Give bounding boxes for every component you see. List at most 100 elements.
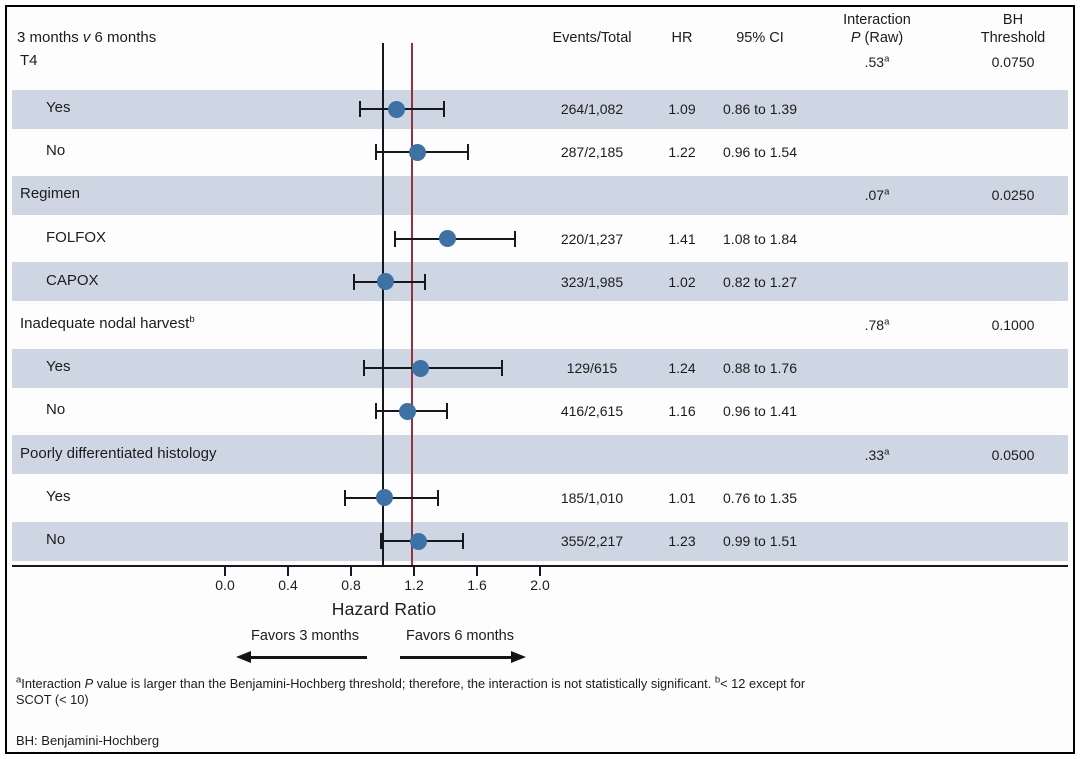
title-versus: v bbox=[82, 29, 91, 46]
text-span: .33 bbox=[864, 446, 885, 463]
events-total-value: 129/615 bbox=[567, 360, 618, 376]
hr-value: 1.16 bbox=[668, 403, 695, 419]
favors-left-arrow-head bbox=[236, 651, 251, 663]
text-span: 1.08 to 1.84 bbox=[723, 230, 797, 247]
text-span: 1.6 bbox=[467, 577, 487, 593]
events-total-value: 264/1,082 bbox=[561, 101, 623, 117]
interaction-p-value: .78a bbox=[865, 317, 890, 333]
row-band bbox=[12, 262, 1068, 302]
ci-cap-left bbox=[379, 533, 382, 549]
text-span: .07 bbox=[864, 187, 885, 204]
events-total-value: 355/2,217 bbox=[561, 533, 623, 549]
x-axis-tick bbox=[287, 567, 289, 576]
favors-left-arrow-line bbox=[248, 656, 367, 659]
reference-line-hr1 bbox=[381, 43, 384, 565]
x-axis-tick bbox=[413, 567, 415, 576]
text-span: 0.8 bbox=[341, 577, 361, 593]
title-post: 6 months bbox=[94, 29, 157, 46]
text-span: No bbox=[46, 531, 66, 548]
ci-cap-right bbox=[436, 489, 439, 506]
x-axis-tick bbox=[539, 567, 541, 576]
footnote-text-3: < 12 except for SCOT (< 10) bbox=[16, 676, 806, 708]
text-span: Regimen bbox=[20, 185, 81, 203]
column-header-bh-line2: Threshold bbox=[980, 30, 1046, 46]
text-span: a bbox=[884, 186, 890, 198]
text-span: 1.16 bbox=[668, 403, 696, 420]
footnote-sup-a: a bbox=[16, 674, 22, 686]
row-item-label: No bbox=[46, 142, 65, 159]
ci-cap-right bbox=[501, 360, 504, 377]
hr-value: 1.09 bbox=[668, 101, 695, 117]
text-span: T4 bbox=[20, 52, 38, 69]
text-span: 0.76 to 1.35 bbox=[723, 489, 797, 506]
row-group-label: Poorly differentiated histology bbox=[20, 445, 217, 462]
point-estimate-marker bbox=[410, 532, 428, 550]
row-band bbox=[12, 175, 1068, 215]
ci-value: 0.96 to 1.41 bbox=[723, 403, 797, 419]
text-span: 0.0250 bbox=[991, 187, 1035, 204]
text-span: Yes bbox=[46, 358, 71, 376]
row-item-label: Yes bbox=[46, 99, 70, 116]
ci-cap-left bbox=[375, 403, 378, 420]
interaction-p-symbol: P bbox=[850, 30, 861, 46]
row-group-label: Regimen bbox=[20, 185, 80, 202]
x-axis-tick bbox=[476, 567, 478, 576]
ci-value: 1.08 to 1.84 bbox=[723, 231, 797, 247]
ci-cap-left bbox=[343, 489, 346, 506]
text-span: b bbox=[189, 314, 195, 325]
row-item-label: No bbox=[46, 531, 65, 548]
x-axis-tick-label: 0.8 bbox=[341, 577, 360, 593]
text-span: 0.82 to 1.27 bbox=[723, 273, 797, 290]
row-band bbox=[12, 435, 1068, 475]
footnote-a-b: aInteraction P value is larger than the … bbox=[16, 674, 828, 709]
point-estimate-marker bbox=[438, 230, 456, 248]
hr-value: 1.23 bbox=[668, 533, 695, 549]
column-header-interaction-line2: P (Raw) bbox=[851, 30, 903, 46]
text-span: .78 bbox=[864, 317, 885, 333]
favors-left-label: Favors 3 months bbox=[251, 628, 359, 644]
hr-value: 1.22 bbox=[668, 144, 695, 160]
text-span: 0.1000 bbox=[991, 317, 1035, 333]
comparison-title: 3 months v 6 months bbox=[17, 29, 156, 46]
row-band bbox=[12, 89, 1068, 129]
text-span: 1.24 bbox=[668, 360, 696, 377]
point-estimate-marker bbox=[411, 359, 429, 377]
column-header-bh-line1: BH bbox=[1002, 12, 1024, 28]
text-span: a bbox=[884, 445, 890, 457]
x-axis-line bbox=[12, 565, 1068, 567]
interaction-p-value: .33a bbox=[865, 447, 890, 463]
ci-cap-left bbox=[394, 230, 397, 247]
text-span: 1.09 bbox=[668, 101, 696, 117]
text-span: 2.0 bbox=[530, 577, 550, 593]
text-span: 0.0750 bbox=[991, 54, 1035, 70]
ci-line bbox=[363, 367, 503, 370]
x-axis-tick-label: 0.0 bbox=[215, 577, 234, 593]
point-estimate-marker bbox=[399, 402, 417, 420]
footnote-sup-b: b bbox=[714, 674, 721, 686]
row-item-label: No bbox=[46, 401, 65, 418]
text-span: 1.01 bbox=[668, 489, 696, 506]
text-span: 323/1,985 bbox=[560, 273, 624, 290]
ci-value: 0.96 to 1.54 bbox=[723, 144, 797, 160]
title-pre: 3 months bbox=[17, 29, 83, 46]
text-span: Yes bbox=[46, 99, 71, 116]
row-item-label: Yes bbox=[46, 358, 70, 375]
text-span: FOLFOX bbox=[46, 228, 107, 246]
ci-value: 0.76 to 1.35 bbox=[723, 490, 797, 506]
text-span: 1.23 bbox=[668, 533, 696, 549]
ci-cap-right bbox=[442, 101, 445, 117]
ci-cap-left bbox=[353, 273, 356, 290]
interaction-raw-suffix: (Raw) bbox=[860, 30, 904, 46]
overall-estimate-line bbox=[411, 43, 414, 565]
ci-cap-right bbox=[466, 144, 469, 161]
ci-cap-right bbox=[461, 533, 464, 549]
text-span: CAPOX bbox=[46, 271, 99, 289]
row-item-label: CAPOX bbox=[46, 272, 99, 289]
text-span: a bbox=[884, 53, 890, 65]
text-span: Poorly differentiated histology bbox=[20, 444, 217, 462]
ci-cap-right bbox=[446, 403, 449, 420]
column-header-interaction-line1: Interaction bbox=[843, 12, 911, 28]
ci-value: 0.99 to 1.51 bbox=[723, 533, 797, 549]
